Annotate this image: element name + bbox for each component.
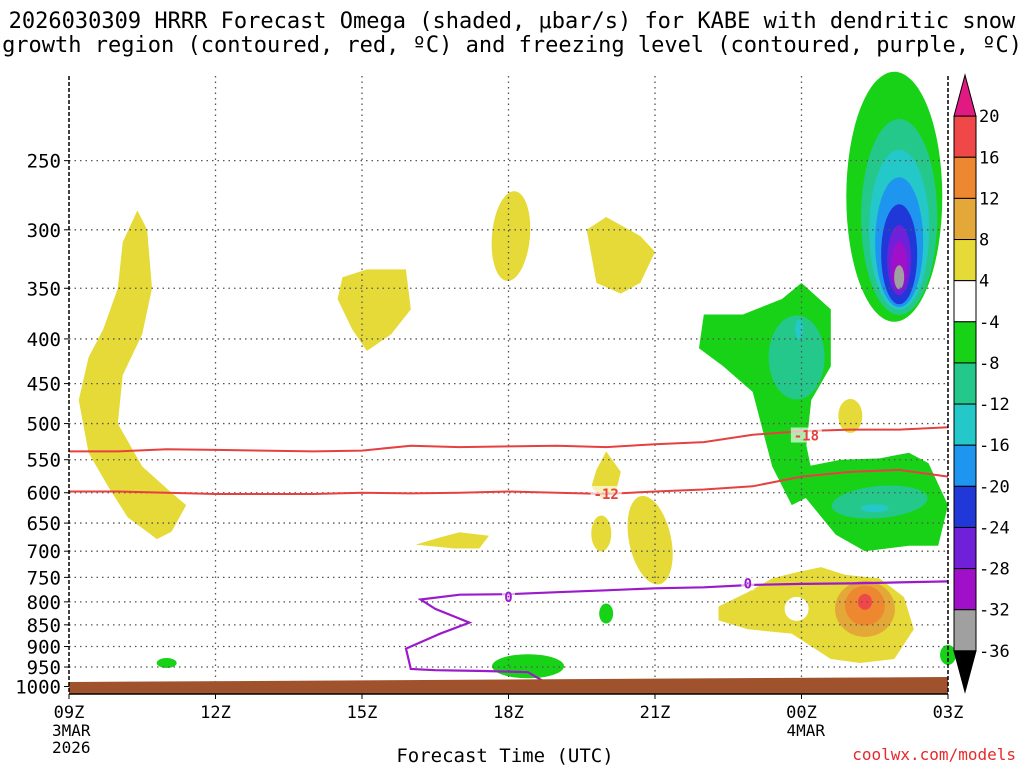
- y-tick-label-700: 700: [27, 541, 61, 563]
- y-tick-label-450: 450: [27, 374, 61, 396]
- x-tick-label-15Z: 15Z: [347, 703, 378, 723]
- colorbar-top-arrow: [953, 73, 977, 117]
- chart-title-line1: 2026030309 HRRR Forecast Omega (shaded, …: [8, 9, 1016, 34]
- colorbar-bin-7: [953, 362, 977, 405]
- omega-region-yellow-700-a: [415, 532, 489, 549]
- x-date-label-00Z-0: 4MAR: [787, 721, 826, 740]
- omega-region-yellow-500: [838, 398, 863, 433]
- colorbar-label-4: 4: [979, 272, 989, 292]
- y-tick-label-800: 800: [27, 592, 61, 614]
- omega-region-yellow-350: [337, 269, 411, 352]
- contour-label-3: 0: [744, 576, 752, 592]
- contour-label-bg-1: [590, 485, 622, 501]
- x-date-label-09Z-1: 2026: [52, 738, 91, 757]
- contour-label-2: 0: [504, 590, 512, 606]
- omega-region-yellow-700-b: [627, 495, 673, 585]
- x-tick-label-18Z: 18Z: [493, 703, 524, 723]
- colorbar-label-10: -24: [979, 518, 1010, 538]
- colorbar-label-1: 16: [979, 148, 999, 168]
- omega-region-updraft-gap: [784, 596, 809, 621]
- x-tick-label-03Z: 03Z: [933, 703, 964, 723]
- colorbar-label-2: 12: [979, 189, 999, 209]
- colorbar-bin-9: [953, 444, 977, 487]
- colorbar-label-5: -4: [979, 313, 999, 333]
- omega-region-green-820: [599, 603, 614, 624]
- y-tick-label-300: 300: [27, 220, 61, 242]
- colorbar-bin-5: [953, 280, 977, 323]
- x-tick-label-12Z: 12Z: [200, 703, 231, 723]
- omega-region-cyan-600-01z: [860, 504, 889, 513]
- x-tick-label-09Z: 09Z: [54, 703, 85, 723]
- omega-region-updraft-red: [857, 593, 872, 610]
- y-tick-label-400: 400: [27, 329, 61, 351]
- contour-label-0: -18: [794, 429, 819, 445]
- colorbar-bin-11: [953, 526, 977, 570]
- x-axis-label: Forecast Time (UTC): [396, 745, 614, 767]
- colorbar-label-8: -16: [979, 436, 1010, 456]
- omega-region-yellow-300-18z: [491, 191, 531, 281]
- colorbar-label-12: -32: [979, 601, 1010, 621]
- y-tick-label-600: 600: [27, 483, 61, 505]
- y-tick-label-1000: 1000: [15, 676, 61, 698]
- omega-region-yellow-west-column: [78, 210, 187, 540]
- colorbar-label-3: 8: [979, 231, 989, 251]
- colorbar-bin-4: [953, 239, 977, 282]
- colorbar-label-6: -8: [979, 354, 999, 374]
- omega-region-teal-600-01z: [831, 485, 928, 519]
- y-tick-label-850: 850: [27, 615, 61, 637]
- colorbar-label-11: -28: [979, 560, 1010, 580]
- chart-title-line2: growth region (contoured, red, ºC) and f…: [2, 33, 1022, 58]
- y-tick-label-750: 750: [27, 567, 61, 589]
- y-tick-label-950: 950: [27, 657, 61, 679]
- colorbar-label-13: -36: [979, 642, 1010, 662]
- colorbar-bottom-arrow: [953, 650, 977, 694]
- omega-region-green-935: [156, 658, 177, 669]
- y-tick-label-350: 350: [27, 278, 61, 300]
- colorbar-label-0: 20: [979, 107, 999, 127]
- colorbar-bin-12: [953, 568, 977, 611]
- colorbar-label-7: -12: [979, 395, 1010, 415]
- y-tick-label-650: 650: [27, 513, 61, 535]
- colorbar-bin-10: [953, 485, 977, 528]
- contour-label-bg-0: [790, 427, 822, 443]
- colorbar-bin-2: [953, 156, 977, 199]
- ground-surface-slope: [69, 677, 948, 682]
- x-tick-label-21Z: 21Z: [640, 703, 671, 723]
- contour-dgz-lower: [69, 468, 949, 496]
- colorbar-bin-1: [953, 115, 977, 158]
- credit-link[interactable]: coolwx.com/models: [852, 745, 1016, 764]
- contour-label-bg-2: [502, 589, 515, 605]
- omega-region-teal-400-00z: [768, 315, 825, 400]
- contour-label-1: -12: [594, 487, 619, 503]
- colorbar-label-9: -20: [979, 477, 1010, 497]
- y-tick-label-900: 900: [27, 637, 61, 659]
- y-tick-label-500: 500: [27, 414, 61, 436]
- omega-region-green-950: [492, 654, 565, 679]
- x-date-label-09Z-0: 3MAR: [52, 721, 91, 740]
- omega-region-core-gray: [894, 265, 905, 290]
- x-tick-label-00Z: 00Z: [786, 703, 817, 723]
- colorbar-bin-8: [953, 403, 977, 446]
- y-tick-label-550: 550: [27, 450, 61, 472]
- colorbar-bin-6: [953, 321, 977, 364]
- omega-region-yellow-650: [591, 515, 612, 552]
- contour-label-bg-3: [741, 575, 755, 591]
- colorbar-bin-3: [953, 197, 977, 241]
- colorbar-bin-13: [953, 609, 977, 652]
- y-tick-label-250: 250: [27, 151, 61, 173]
- omega-region-yellow-300-20z: [586, 216, 655, 294]
- ground-surface: [69, 682, 948, 694]
